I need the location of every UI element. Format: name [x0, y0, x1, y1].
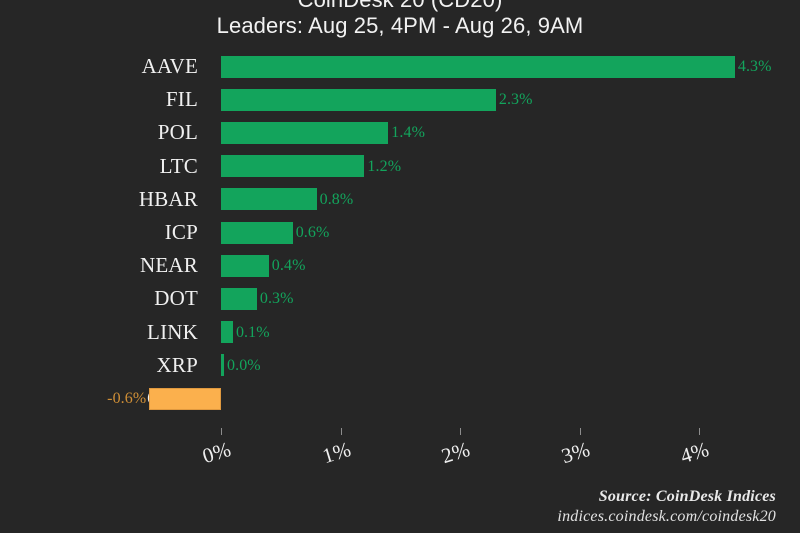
- bar-value-label: 0.1%: [235, 323, 270, 341]
- category-label: HBAR: [138, 186, 198, 211]
- x-axis-tick-label: 0%: [199, 436, 234, 469]
- source-footer: Source: CoinDesk Indices indices.coindes…: [557, 487, 776, 527]
- bar-row: XRP 0.0%: [0, 349, 800, 382]
- plot-area: AAVE 4.3% FIL 2.3% POL 1.4% LTC 1.2% HBAR 0.8% ICP…: [0, 50, 800, 428]
- x-axis-tick: [340, 428, 342, 435]
- bar-value-label: 1.2%: [367, 157, 402, 175]
- x-axis-tick: [699, 428, 700, 435]
- x-axis-tick-label: 2%: [438, 436, 473, 469]
- bar-row: HBAR 0.8%: [0, 183, 800, 216]
- bar-fil[interactable]: [221, 88, 496, 111]
- bar-pol[interactable]: [221, 121, 389, 144]
- chart-title: CoinDesk 20 (CD20) Leaders: Aug 25, 4PM …: [0, 0, 800, 39]
- x-axis-tick-label: 1%: [319, 436, 354, 469]
- bar-hbar[interactable]: [221, 188, 317, 211]
- bar-row: CD20-0.6%: [0, 382, 800, 415]
- category-label: LINK: [147, 319, 198, 344]
- bar-icp[interactable]: [221, 221, 293, 244]
- category-label: NEAR: [140, 253, 198, 278]
- bar-dot[interactable]: [221, 287, 257, 310]
- chart-title-line-2: Leaders: Aug 25, 4PM - Aug 26, 9AM: [216, 13, 584, 38]
- category-label: AAVE: [141, 54, 198, 78]
- bar-near[interactable]: [221, 254, 269, 277]
- category-label: LTC: [159, 153, 198, 178]
- x-axis-tick-label: 4%: [677, 436, 712, 469]
- x-axis-tick: [221, 428, 222, 435]
- bar-row: NEAR 0.4%: [0, 249, 800, 282]
- bar-cd20[interactable]: [149, 387, 221, 410]
- bar-link[interactable]: [221, 321, 233, 344]
- x-axis-tick-label: 3%: [558, 436, 593, 469]
- category-label: POL: [157, 120, 198, 145]
- bar-row: ICP 0.6%: [0, 216, 800, 249]
- bar-value-label: 4.3%: [737, 58, 772, 75]
- source-attribution: Source: CoinDesk Indices: [598, 488, 776, 505]
- bar-value-label: 0.0%: [227, 356, 261, 374]
- bar-row: AAVE 4.3%: [0, 50, 800, 83]
- source-url: indices.coindesk.com/coindesk20: [557, 508, 776, 525]
- chart-title-line-1: CoinDesk 20 (CD20): [0, 0, 800, 13]
- bar-value-label: 2.3%: [498, 91, 533, 109]
- bar-row: DOT 0.3%: [0, 282, 800, 315]
- bar-value-label: 1.4%: [391, 124, 426, 142]
- bar-row: LINK 0.1%: [0, 316, 800, 349]
- bar-row: LTC 1.2%: [0, 150, 800, 183]
- bar-value-label: 0.4%: [271, 257, 306, 275]
- category-label: FIL: [165, 87, 198, 112]
- bar-ltc[interactable]: [221, 155, 365, 178]
- bar-row: FIL 2.3%: [0, 83, 800, 116]
- bar-xrp[interactable]: [221, 354, 224, 377]
- x-axis: 0% 1% 2% 3% 4%: [0, 428, 800, 488]
- category-label: ICP: [164, 220, 198, 244]
- bar-aave[interactable]: [221, 55, 735, 78]
- bar-value-label: 0.8%: [319, 190, 354, 208]
- category-label: DOT: [154, 286, 198, 311]
- x-axis-tick: [579, 428, 581, 435]
- bar-value-label: 0.3%: [259, 290, 294, 308]
- x-axis-tick: [460, 428, 461, 435]
- bar-row: POL 1.4%: [0, 116, 800, 149]
- bar-value-label: 0.6%: [295, 224, 330, 241]
- category-label: XRP: [156, 352, 198, 377]
- bar-value-label: -0.6%: [107, 390, 147, 407]
